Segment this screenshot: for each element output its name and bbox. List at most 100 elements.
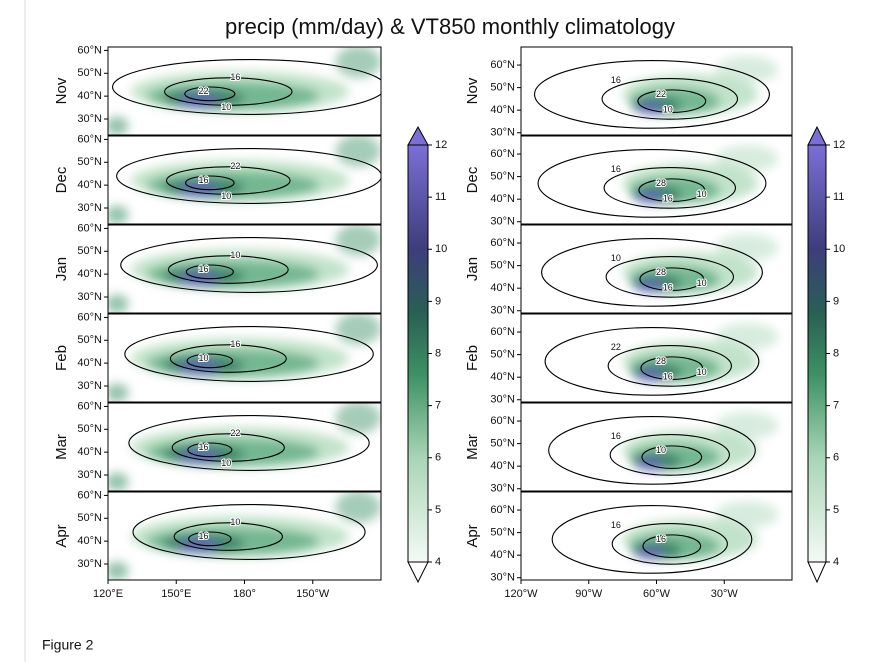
y-tick-label: 50°N (77, 67, 102, 79)
map-frame (107, 135, 382, 225)
map-panel (108, 403, 381, 491)
colorbar-extend-top (407, 125, 429, 146)
contour-line (637, 89, 707, 113)
contour-label: 10 (697, 367, 707, 377)
contour-label: 10 (611, 253, 621, 263)
contour-label: 16 (663, 283, 673, 293)
contour-label: 16 (663, 372, 673, 382)
map-frame (107, 313, 382, 403)
y-tick-label: 30°N (77, 558, 102, 570)
map-panel (108, 492, 381, 580)
y-tick-label: 60°N (490, 237, 515, 249)
contour-label: 28 (656, 356, 666, 366)
colorbar-tick-label: 8 (833, 347, 839, 359)
contour-line (638, 178, 706, 202)
y-tick-label: 50°N (77, 245, 102, 257)
contour-line (132, 504, 366, 560)
precip-field (108, 492, 381, 580)
contour-line (187, 442, 233, 458)
x-tick-label: 150°E (161, 588, 191, 600)
precip-blob (715, 323, 779, 351)
contour-label: 16 (199, 175, 209, 185)
y-tick-label: 40°N (490, 193, 515, 205)
map-panel (108, 314, 381, 402)
contour-label: 16 (611, 164, 621, 174)
precip-blob (335, 225, 381, 256)
contour-label: 16 (611, 75, 621, 85)
y-tick-label: 30°N (490, 305, 515, 317)
month-label: Nov (464, 77, 481, 104)
contour-line (112, 59, 381, 115)
contour-label: 22 (611, 342, 621, 352)
contour-line (169, 344, 287, 373)
precip-blob (335, 492, 381, 523)
colorbar-tick-label: 10 (435, 243, 447, 255)
precip-blob (335, 136, 381, 167)
contour-label: 28 (656, 178, 666, 188)
colorbar-tick-label: 4 (435, 556, 441, 568)
y-tick-label: 30°N (77, 202, 102, 214)
y-tick-label: 30°N (490, 394, 515, 406)
precip-blob (335, 403, 381, 434)
contour-label: 22 (656, 89, 666, 99)
precip-blob (715, 56, 779, 84)
contour-line (609, 434, 730, 476)
contour-label: 16 (230, 72, 240, 82)
map-panel (521, 47, 792, 135)
contour-label: 10 (199, 353, 209, 363)
colorbar-tick-label: 8 (435, 347, 441, 359)
contour-line (611, 523, 728, 565)
month-label: Dec (53, 166, 70, 193)
map-panel (108, 136, 381, 224)
map-panel (521, 136, 792, 224)
contour-label: 10 (221, 458, 231, 468)
month-label: Mar (464, 434, 481, 460)
y-tick-label: 60°N (490, 148, 515, 160)
colorbar-tick-label: 7 (833, 400, 839, 412)
contour-line (640, 356, 704, 380)
precip-blob (108, 116, 129, 135)
contour-line (642, 534, 702, 558)
y-tick-label: 60°N (77, 489, 102, 501)
precip-blob (108, 383, 129, 402)
y-tick-label: 60°N (490, 326, 515, 338)
y-tick-label: 30°N (77, 469, 102, 481)
figure-caption: Figure 2 (42, 637, 94, 653)
y-tick-label: 40°N (77, 179, 102, 191)
colorbar-extend-bottom (807, 561, 827, 584)
month-label: Dec (464, 166, 481, 193)
y-tick-label: 50°N (490, 82, 515, 94)
contour-label: 22 (199, 86, 209, 96)
y-tick-label: 30°N (490, 483, 515, 495)
x-tick-label: 150°W (296, 588, 330, 600)
x-tick-label: 180° (233, 588, 256, 600)
y-tick-label: 50°N (77, 334, 102, 346)
month-label: Apr (464, 524, 481, 547)
y-tick-label: 40°N (77, 357, 102, 369)
contour-line (603, 167, 737, 209)
contour-line (551, 504, 753, 574)
y-tick-label: 50°N (490, 438, 515, 450)
contour-line (533, 59, 770, 129)
precip-field (622, 412, 779, 471)
colorbar-extend-bottom (407, 561, 429, 584)
colorbar-tick-label: 11 (435, 191, 446, 203)
y-tick-label: 60°N (77, 133, 102, 145)
colorbar-tick-label: 7 (435, 400, 441, 412)
precip-blob (108, 205, 129, 224)
y-tick-label: 30°N (77, 380, 102, 392)
contour-line (601, 78, 739, 120)
map-panel (108, 225, 381, 313)
contour-line (544, 326, 760, 396)
precip-blob (108, 472, 129, 491)
contour-line (124, 326, 374, 382)
precip-blob (715, 501, 779, 529)
contour-label: 10 (221, 102, 231, 112)
month-label: Jan (464, 257, 481, 281)
map-frame (520, 224, 793, 314)
colorbar-tick-label: 10 (833, 243, 845, 255)
colorbar-tick-label: 9 (833, 295, 839, 307)
contour-label: 10 (697, 189, 707, 199)
y-tick-label: 50°N (490, 349, 515, 361)
